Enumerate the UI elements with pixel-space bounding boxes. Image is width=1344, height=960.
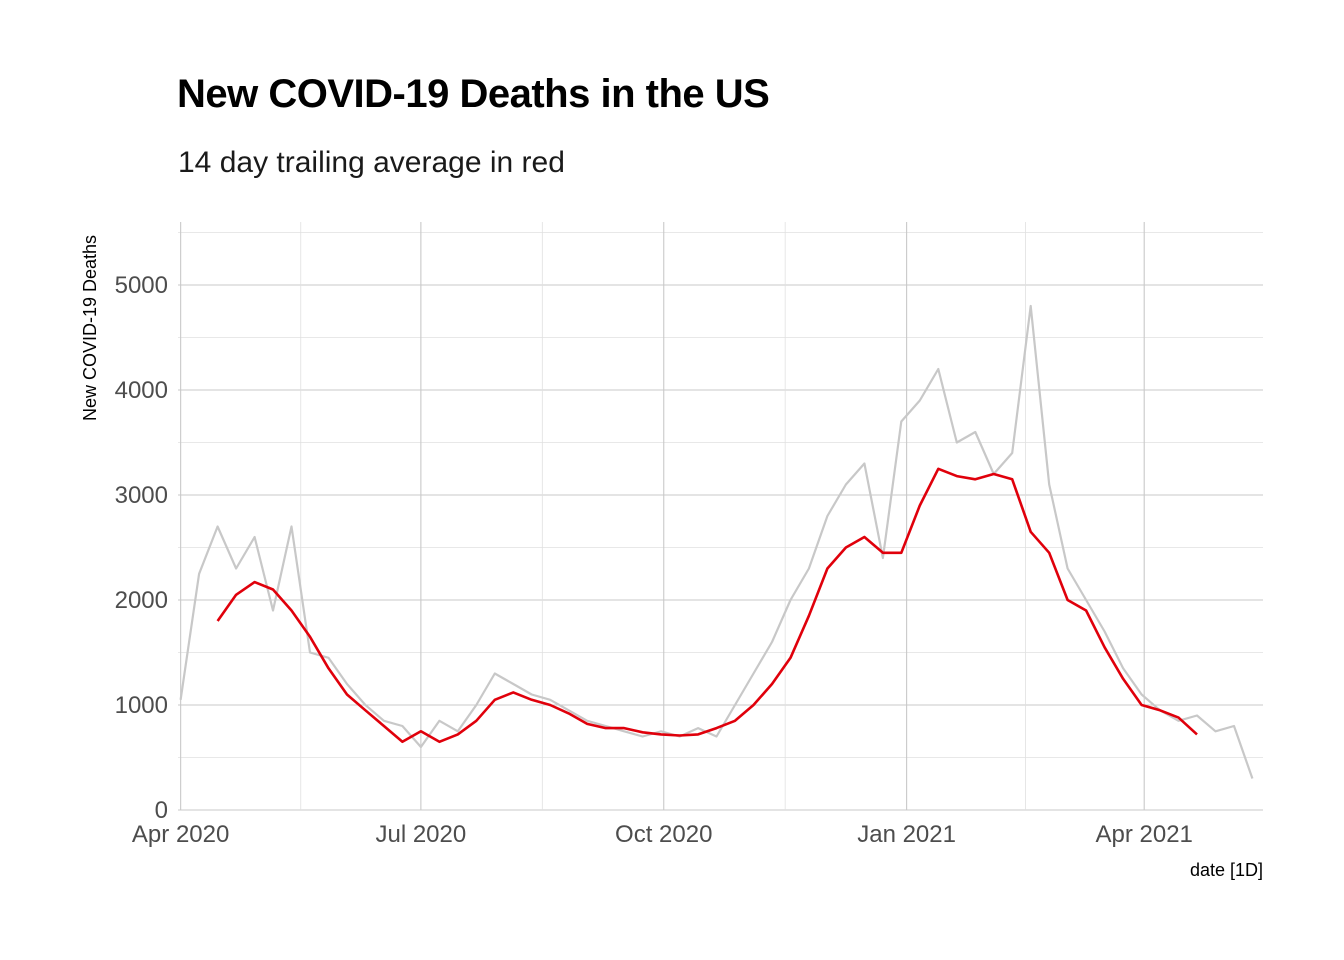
tick-labels: 0 1000 2000 3000 4000 5000 Apr 2020 Jul 2020 Oct… xyxy=(115,272,1193,848)
chart-subtitle: 14 day trailing average in red xyxy=(178,146,565,179)
x-tick-label: Oct 2020 xyxy=(615,821,712,848)
daily-deaths-line xyxy=(179,304,1254,779)
y-tick-label: 1000 xyxy=(115,692,168,719)
grid xyxy=(178,222,1263,811)
y-tick-label: 3000 xyxy=(115,482,168,509)
x-axis-label: date [1D] xyxy=(1190,860,1263,880)
series-layer xyxy=(179,304,1254,779)
y-tick-label: 5000 xyxy=(115,272,168,299)
y-axis-label: New COVID-19 Deaths xyxy=(80,235,100,421)
x-tick-label: Apr 2021 xyxy=(1096,821,1193,848)
y-tick-label: 2000 xyxy=(115,587,168,614)
trailing-average-line xyxy=(216,467,1198,744)
x-tick-label: Jul 2020 xyxy=(375,821,466,848)
x-tick-label: Apr 2020 xyxy=(132,821,229,848)
chart-title: New COVID-19 Deaths in the US xyxy=(177,72,770,116)
y-tick-label: 0 xyxy=(155,797,168,824)
x-tick-label: Jan 2021 xyxy=(857,821,956,848)
y-tick-label: 4000 xyxy=(115,377,168,404)
